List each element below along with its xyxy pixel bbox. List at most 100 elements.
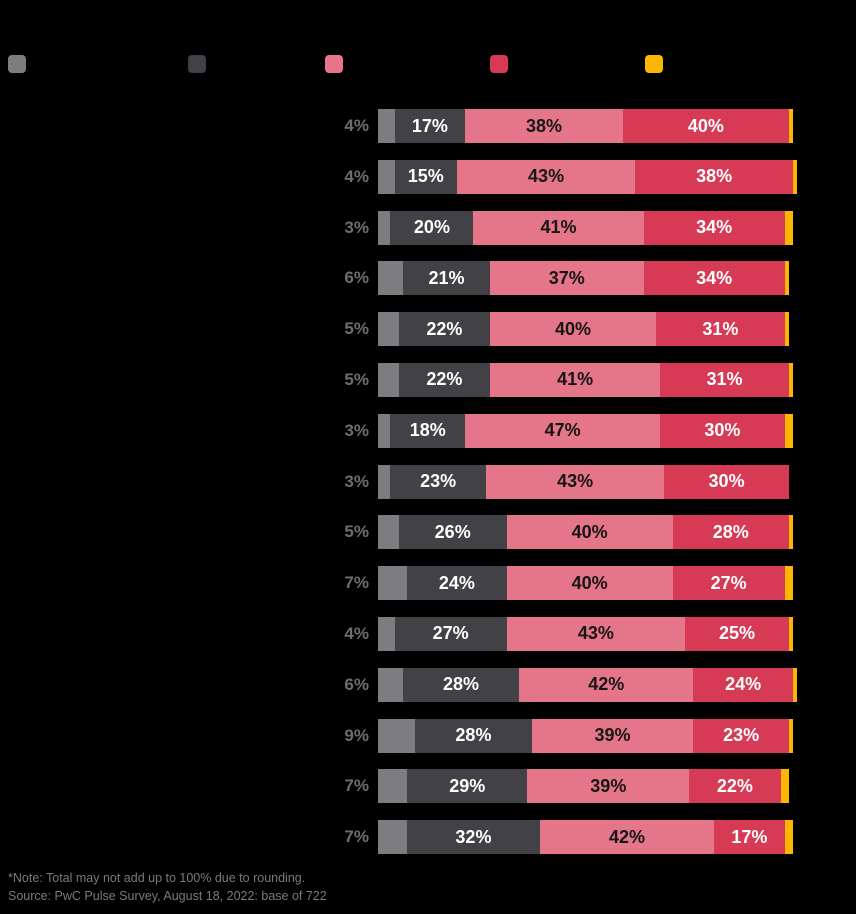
segment-value-label: 28% (455, 725, 492, 746)
segment-pink: 43% (485, 464, 665, 499)
stacked-bar: 27% 43% 25% (378, 616, 793, 651)
bar-chart: 4% 17% 38% 40% 4% 15% 43% 38% 3% 20% 41% 34% 6% 21% 37… (0, 109, 856, 871)
bar-row-label: 5% (344, 522, 369, 542)
segment-pink: 39% (527, 769, 690, 804)
segment-value-label: 23% (420, 471, 457, 492)
segment-value-label: 34% (696, 217, 733, 238)
segment-value-label: 28% (712, 521, 749, 542)
segment-value-label: 39% (594, 725, 631, 746)
segment-charcoal: 15% (394, 159, 457, 194)
segment-value-label: 29% (449, 775, 486, 796)
segment-charcoal: 28% (415, 718, 532, 753)
bar-row: 9% 28% 39% 23% (0, 718, 856, 753)
bar-row: 6% 28% 42% 24% (0, 667, 856, 702)
segment-value-label: 42% (588, 674, 625, 695)
bar-row: 5% 22% 40% 31% (0, 312, 856, 347)
segment-charcoal: 18% (390, 413, 466, 448)
segment-gray (378, 159, 395, 194)
segment-pink: 43% (506, 616, 686, 651)
segment-charcoal: 28% (402, 667, 520, 702)
bar-row: 4% 15% 43% 38% (0, 159, 856, 194)
segment-gray (378, 413, 391, 448)
bar-row-label: 6% (344, 674, 369, 694)
segment-value-label: 41% (540, 217, 577, 238)
segment-value-label: 28% (442, 674, 479, 695)
stacked-bar: 32% 42% 17% (378, 820, 793, 855)
segment-gray (378, 667, 403, 702)
segment-pink: 47% (465, 413, 661, 448)
segment-pink: 40% (506, 515, 673, 550)
segment-gray (378, 769, 408, 804)
bar-row: 5% 26% 40% 28% (0, 515, 856, 550)
segment-value-label: 47% (544, 420, 581, 441)
bar-row-label: 3% (344, 217, 369, 237)
stacked-bar: 28% 42% 24% (378, 667, 798, 702)
segment-gray (378, 109, 395, 143)
bar-row: 7% 29% 39% 22% (0, 769, 856, 804)
segment-value-label: 27% (432, 623, 469, 644)
segment-red: 38% (635, 159, 793, 194)
segment-value-label: 38% (696, 166, 733, 187)
stacked-bar: 21% 37% 34% (378, 261, 789, 296)
bar-row: 3% 20% 41% 34% (0, 210, 856, 245)
segment-gray (378, 616, 395, 651)
segment-yellow (784, 413, 793, 448)
segment-yellow (788, 362, 793, 397)
segment-value-label: 22% (426, 318, 463, 339)
segment-red: 25% (685, 616, 789, 651)
bar-row: 7% 24% 40% 27% (0, 566, 856, 601)
footer-source: Source: PwC Pulse Survey, August 18, 202… (8, 889, 327, 903)
segment-charcoal: 17% (394, 109, 466, 143)
segment-value-label: 25% (718, 623, 755, 644)
bar-row-label: 4% (344, 116, 369, 135)
segment-red: 31% (660, 362, 789, 397)
segment-red: 27% (672, 566, 785, 601)
segment-value-label: 20% (413, 217, 450, 238)
segment-value-label: 34% (696, 267, 733, 288)
bar-row-label: 9% (344, 725, 369, 745)
segment-red: 22% (689, 769, 781, 804)
footer-note: *Note: Total may not add up to 100% due … (8, 871, 306, 885)
segment-value-label: 31% (706, 369, 743, 390)
footer: *Note: Total may not add up to 100% due … (8, 869, 327, 905)
stacked-bar: 17% 38% 40% (378, 109, 793, 143)
segment-yellow (780, 769, 789, 804)
segment-value-label: 43% (528, 166, 565, 187)
segment-value-label: 40% (571, 572, 608, 593)
bar-row-label: 7% (344, 776, 369, 796)
segment-red: 23% (693, 718, 789, 753)
segment-value-label: 30% (704, 420, 741, 441)
segment-red: 30% (664, 464, 789, 499)
legend-swatch-gray (8, 55, 26, 73)
segment-value-label: 18% (409, 420, 446, 441)
segment-value-label: 23% (723, 725, 760, 746)
legend-swatch-charcoal (188, 55, 206, 73)
segment-pink: 38% (465, 109, 623, 143)
segment-charcoal: 27% (394, 616, 507, 651)
segment-gray (378, 515, 399, 550)
segment-gray (378, 820, 408, 855)
segment-charcoal: 32% (407, 820, 540, 855)
stacked-bar: 15% 43% 38% (378, 159, 798, 194)
segment-charcoal: 23% (390, 464, 486, 499)
segment-value-label: 24% (725, 674, 762, 695)
segment-red: 24% (693, 667, 793, 702)
segment-value-label: 40% (687, 115, 724, 136)
segment-red: 17% (714, 820, 785, 855)
segment-value-label: 21% (428, 267, 465, 288)
segment-value-label: 42% (608, 826, 645, 847)
segment-gray (378, 261, 403, 296)
bar-row-label: 3% (344, 471, 369, 491)
segment-value-label: 31% (702, 318, 739, 339)
bar-row: 7% 32% 42% 17% (0, 820, 856, 855)
segment-yellow (784, 820, 793, 855)
bar-row: 5% 22% 41% 31% (0, 362, 856, 397)
segment-yellow (784, 312, 789, 347)
segment-yellow (792, 159, 798, 194)
segment-gray (378, 718, 416, 753)
bar-row-label: 5% (344, 319, 369, 339)
segment-pink: 40% (490, 312, 657, 347)
bar-row: 4% 17% 38% 40% (0, 109, 856, 143)
segment-red: 34% (643, 210, 785, 245)
